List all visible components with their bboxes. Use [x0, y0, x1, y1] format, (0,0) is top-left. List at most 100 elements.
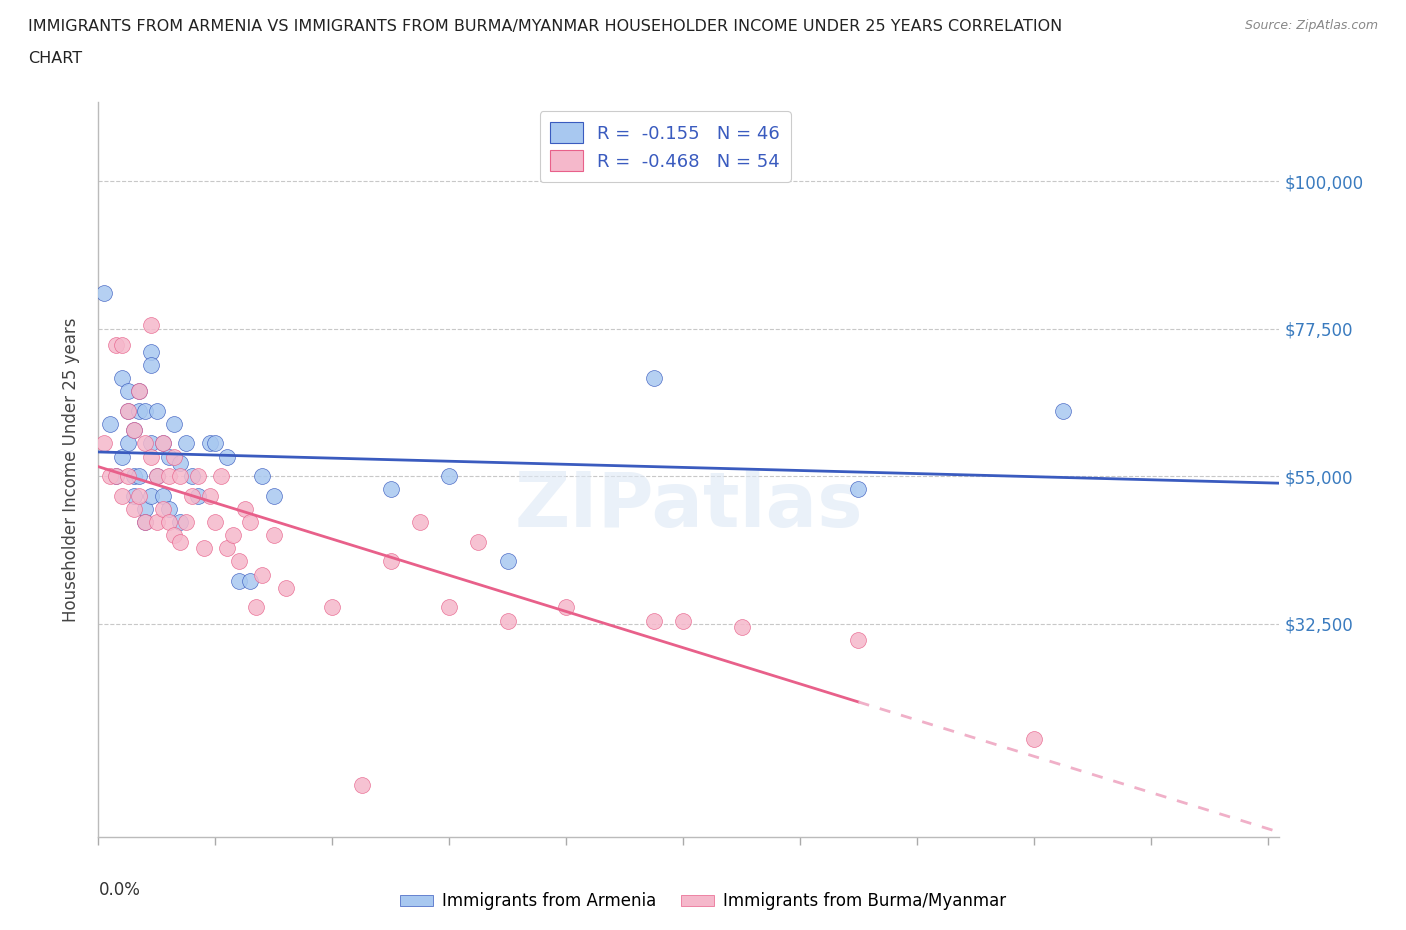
Point: [228, 554, 250, 569]
Point: [239, 514, 262, 529]
Point: [672, 613, 695, 628]
Point: [263, 528, 285, 543]
Point: [93, 286, 115, 300]
Point: [409, 514, 432, 529]
Text: Source: ZipAtlas.com: Source: ZipAtlas.com: [1244, 19, 1378, 32]
Point: [350, 777, 373, 792]
Point: [848, 482, 870, 497]
Point: [117, 436, 139, 451]
Point: [134, 501, 156, 516]
Point: [134, 514, 156, 529]
Point: [146, 514, 169, 529]
Point: [174, 514, 197, 529]
Point: [128, 469, 150, 484]
Point: [209, 469, 232, 484]
Point: [146, 469, 169, 484]
Point: [263, 488, 285, 503]
Point: [239, 574, 262, 589]
Point: [128, 488, 150, 503]
Point: [169, 535, 191, 550]
Point: [380, 482, 402, 497]
Point: [204, 514, 226, 529]
Point: [467, 535, 489, 550]
Point: [128, 404, 150, 418]
Point: [187, 488, 209, 503]
Point: [215, 449, 238, 464]
Point: [163, 417, 186, 432]
Point: [111, 449, 134, 464]
Y-axis label: Householder Income Under 25 years: Householder Income Under 25 years: [62, 317, 80, 622]
Point: [157, 501, 180, 516]
Point: [139, 449, 162, 464]
Point: [439, 469, 461, 484]
Point: [98, 469, 121, 484]
Point: [157, 469, 180, 484]
Point: [122, 469, 145, 484]
Point: [152, 501, 174, 516]
Point: [848, 632, 870, 647]
Point: [146, 404, 169, 418]
Point: [163, 528, 186, 543]
Point: [98, 417, 121, 432]
Text: 0.0%: 0.0%: [98, 881, 141, 899]
Point: [104, 469, 127, 484]
Point: [233, 501, 256, 516]
Point: [187, 469, 209, 484]
Point: [157, 514, 180, 529]
Point: [380, 554, 402, 569]
Point: [496, 554, 519, 569]
Point: [139, 344, 162, 359]
Point: [117, 469, 139, 484]
Point: [198, 436, 221, 451]
Point: [274, 580, 297, 595]
Point: [643, 370, 665, 385]
Point: [122, 488, 145, 503]
Point: [643, 613, 665, 628]
Point: [117, 383, 139, 398]
Point: [93, 436, 115, 451]
Point: [169, 514, 191, 529]
Point: [204, 436, 226, 451]
Point: [117, 404, 139, 418]
Point: [152, 488, 174, 503]
Point: [104, 338, 127, 352]
Point: [111, 338, 134, 352]
Point: [555, 600, 578, 615]
Point: [122, 501, 145, 516]
Point: [245, 600, 267, 615]
Point: [104, 469, 127, 484]
Point: [1022, 731, 1045, 746]
Point: [122, 423, 145, 438]
Point: [157, 449, 180, 464]
Point: [139, 488, 162, 503]
Point: [146, 469, 169, 484]
Point: [128, 383, 150, 398]
Legend: R =  -0.155   N = 46, R =  -0.468   N = 54: R = -0.155 N = 46, R = -0.468 N = 54: [540, 112, 792, 182]
Point: [117, 404, 139, 418]
Point: [169, 469, 191, 484]
Point: [215, 541, 238, 556]
Point: [152, 436, 174, 451]
Text: IMMIGRANTS FROM ARMENIA VS IMMIGRANTS FROM BURMA/MYANMAR HOUSEHOLDER INCOME UNDE: IMMIGRANTS FROM ARMENIA VS IMMIGRANTS FR…: [28, 19, 1063, 33]
Point: [730, 619, 752, 634]
Point: [111, 370, 134, 385]
Point: [134, 436, 156, 451]
Point: [163, 449, 186, 464]
Point: [181, 488, 204, 503]
Point: [169, 456, 191, 471]
Point: [222, 528, 245, 543]
Text: CHART: CHART: [28, 51, 82, 66]
Point: [139, 357, 162, 372]
Point: [111, 488, 134, 503]
Point: [250, 469, 273, 484]
Point: [321, 600, 343, 615]
Point: [228, 574, 250, 589]
Point: [134, 404, 156, 418]
Point: [193, 541, 215, 556]
Point: [128, 383, 150, 398]
Point: [122, 423, 145, 438]
Point: [181, 469, 204, 484]
Point: [250, 567, 273, 582]
Point: [152, 436, 174, 451]
Legend: Immigrants from Armenia, Immigrants from Burma/Myanmar: Immigrants from Armenia, Immigrants from…: [394, 885, 1012, 917]
